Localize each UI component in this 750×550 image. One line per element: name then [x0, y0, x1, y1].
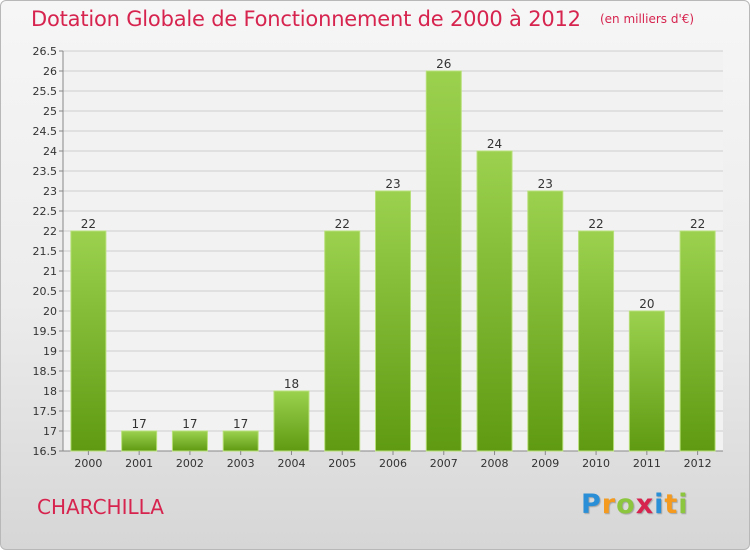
bar — [171, 430, 208, 452]
bar-value-label: 26 — [436, 57, 451, 71]
bar — [527, 190, 564, 452]
y-tick-label: 24 — [43, 145, 57, 158]
x-tick-label: 2009 — [531, 457, 559, 470]
x-tick-label: 2002 — [176, 457, 204, 470]
y-tick-label: 26.5 — [33, 45, 58, 58]
bar-value-label: 23 — [385, 177, 400, 191]
bar — [273, 390, 310, 452]
y-tick-label: 23 — [43, 185, 57, 198]
y-tick-label: 16.5 — [33, 445, 58, 458]
bar-value-label: 17 — [182, 417, 197, 431]
commune-name: CHARCHILLA — [37, 495, 164, 519]
bar — [70, 230, 107, 452]
bar-value-label: 24 — [487, 137, 502, 151]
y-tick-label: 17 — [43, 425, 57, 438]
y-tick-label: 26 — [43, 65, 57, 78]
bar — [679, 230, 716, 452]
bar-value-label: 22 — [335, 217, 350, 231]
x-tick-label: 2004 — [277, 457, 305, 470]
bar — [324, 230, 361, 452]
bar — [375, 190, 411, 452]
bar — [628, 310, 665, 452]
y-tick-label: 19.5 — [33, 325, 58, 338]
logo-letter: r — [601, 489, 617, 520]
logo-letter: o — [616, 489, 636, 520]
logo-letter: x — [635, 489, 655, 520]
bar-value-label: 17 — [233, 417, 248, 431]
bar-value-label: 18 — [284, 377, 299, 391]
unit-label: (en milliers d'€) — [599, 12, 695, 26]
bar — [222, 430, 259, 452]
y-tick-label: 21.5 — [33, 245, 58, 258]
title-row: Dotation Globale de Fonctionnement de 20… — [31, 7, 694, 31]
x-tick-label: 2001 — [125, 457, 153, 470]
y-tick-label: 18.5 — [33, 365, 58, 378]
x-tick-label: 2007 — [430, 457, 458, 470]
bar — [476, 150, 513, 452]
x-tick-label: 2010 — [582, 457, 610, 470]
x-tick-label: 2012 — [684, 457, 712, 470]
bar — [578, 230, 615, 452]
logo-letter: t — [664, 489, 679, 520]
x-tick-label: 2011 — [633, 457, 661, 470]
y-tick-label: 24.5 — [33, 125, 58, 138]
proxiti-logo: Proxiti — [581, 489, 689, 520]
logo-letter: i — [654, 489, 665, 520]
y-tick-label: 25.5 — [33, 85, 58, 98]
bar-value-label: 20 — [639, 297, 654, 311]
logo-letter: i — [678, 489, 689, 520]
x-tick-label: 2006 — [379, 457, 407, 470]
x-tick-label: 2008 — [481, 457, 509, 470]
bar-value-label: 22 — [588, 217, 603, 231]
bar-value-label: 22 — [81, 217, 96, 231]
bar — [121, 430, 158, 452]
y-tick-label: 19 — [43, 345, 57, 358]
y-tick-label: 22.5 — [33, 205, 58, 218]
y-tick-label: 25 — [43, 105, 57, 118]
y-tick-label: 20.5 — [33, 285, 58, 298]
y-tick-label: 22 — [43, 225, 57, 238]
chart-title: Dotation Globale de Fonctionnement de 20… — [31, 7, 581, 31]
x-tick-label: 2000 — [74, 457, 102, 470]
x-tick-label: 2003 — [227, 457, 255, 470]
logo-letter: P — [581, 489, 602, 520]
bar — [425, 70, 462, 452]
y-tick-label: 17.5 — [33, 405, 58, 418]
y-tick-label: 21 — [43, 265, 57, 278]
x-tick-label: 2005 — [328, 457, 356, 470]
y-tick-label: 18 — [43, 385, 57, 398]
bar-value-label: 22 — [690, 217, 705, 231]
y-tick-label: 23.5 — [33, 165, 58, 178]
y-tick-label: 20 — [43, 305, 57, 318]
bar-value-label: 23 — [538, 177, 553, 191]
bar-value-label: 17 — [132, 417, 147, 431]
